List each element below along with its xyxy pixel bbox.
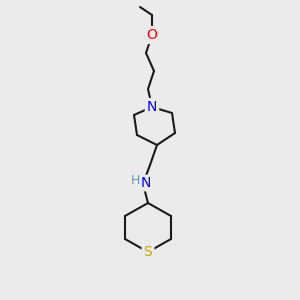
Text: N: N	[141, 176, 151, 190]
Text: H: H	[130, 175, 140, 188]
Text: N: N	[147, 100, 157, 114]
Text: O: O	[147, 28, 158, 42]
Text: S: S	[144, 245, 152, 259]
